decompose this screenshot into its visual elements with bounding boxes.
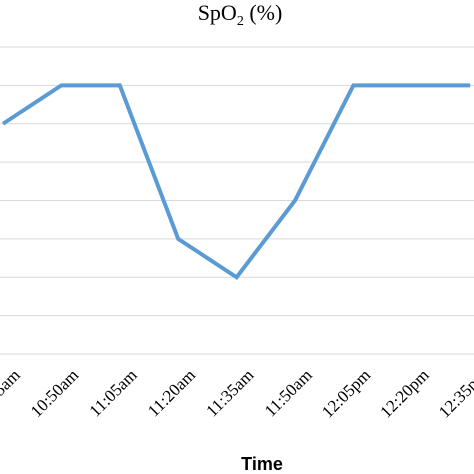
x-tick-label: 11:35am [202, 365, 257, 420]
chart-title-main: SpO [198, 0, 237, 25]
x-tick-label: 11:05am [86, 365, 141, 420]
x-tick-label: 10:35am [0, 365, 24, 421]
x-tick-label: 11:50am [261, 365, 316, 420]
x-tick-label: 12:20pm [376, 365, 432, 421]
x-tick-label: 12:05pm [318, 365, 374, 421]
x-tick-label: 11:20am [144, 365, 199, 420]
x-axis-title: Time [241, 454, 283, 474]
chart-title-suffix: (%) [244, 0, 282, 25]
x-tick-label: 10:50am [27, 365, 83, 421]
series-line-layer [1, 83, 471, 280]
chart-title-subscript: 2 [237, 14, 244, 29]
chart-title: SpO2 (%) [198, 0, 283, 29]
gridlines [0, 46, 474, 355]
x-tick-label: 12:35pm [435, 365, 474, 421]
series-line-0 [1, 83, 471, 280]
x-tick-labels: 10:35am 10:50am 11:05am 11:20am 11:35am 11:50… [0, 365, 474, 421]
